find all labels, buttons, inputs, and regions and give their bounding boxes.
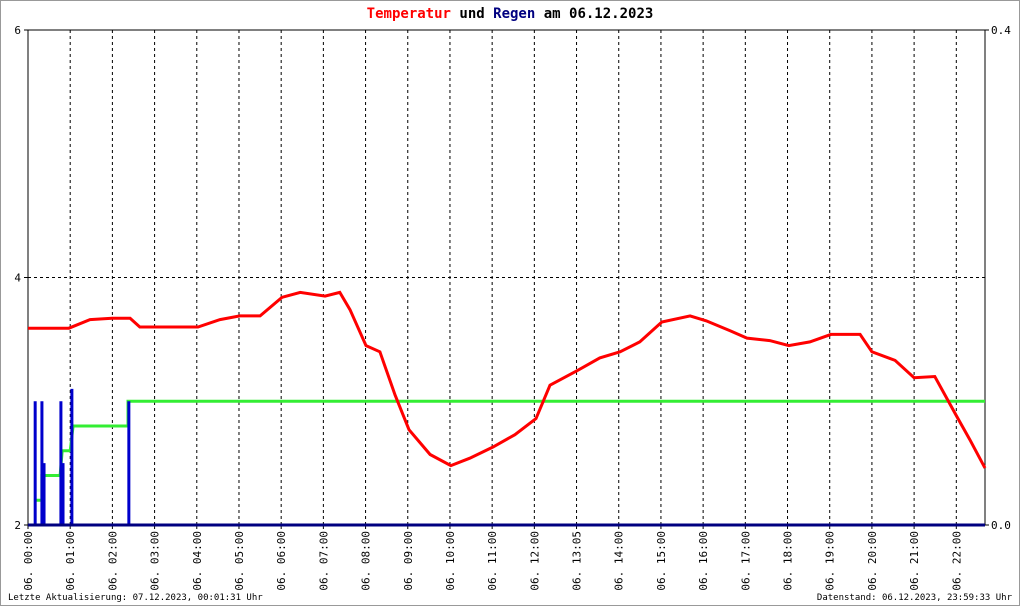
x-tick-label: 06. 07:00 — [317, 531, 330, 591]
x-tick-label: 06. 22:00 — [950, 531, 963, 591]
x-tick-label: 06. 12:00 — [528, 531, 541, 591]
title-rain: Regen — [493, 6, 535, 22]
x-tick-label: 06. 01:00 — [64, 531, 77, 591]
x-tick-label: 06. 09:00 — [402, 531, 415, 591]
x-tick-label: 06. 16:00 — [697, 531, 710, 591]
y2-tick-label: 0.0 — [991, 519, 1011, 532]
x-tick-label: 06. 00:00 — [22, 531, 35, 591]
title-and: und — [459, 6, 484, 22]
x-tick-label: 06. 20:00 — [866, 531, 879, 591]
x-tick-label: 06. 06:00 — [275, 531, 288, 591]
x-tick-label: 06. 02:00 — [106, 531, 119, 591]
x-tick-label: 06. 18:00 — [782, 531, 795, 591]
y-tick-label: 4 — [14, 272, 21, 285]
x-tick-label: 06. 05:00 — [233, 531, 246, 591]
title-temp: Temperatur — [367, 6, 451, 22]
chart-title: Temperatur und Regen am 06.12.2023 — [367, 6, 654, 22]
y-tick-label: 6 — [14, 24, 21, 37]
y-tick-label: 2 — [14, 519, 21, 532]
x-tick-label: 06. 04:00 — [191, 531, 204, 591]
x-tick-label: 06. 14:00 — [613, 531, 626, 591]
x-tick-label: 06. 13:05 — [571, 531, 584, 591]
x-tick-label: 06. 03:00 — [149, 531, 162, 591]
x-tick-label: 06. 21:00 — [908, 531, 921, 591]
y2-tick-label: 0.4 — [991, 24, 1011, 37]
footer-left: Letzte Aktualisierung: 07.12.2023, 00:01… — [8, 593, 263, 603]
footer-right: Datenstand: 06.12.2023, 23:59:33 Uhr — [817, 593, 1013, 603]
x-tick-label: 06. 17:00 — [739, 531, 752, 591]
x-tick-label: 06. 15:00 — [655, 531, 668, 591]
x-tick-label: 06. 10:00 — [444, 531, 457, 591]
series-line — [28, 290, 987, 469]
x-tick-label: 06. 19:00 — [824, 531, 837, 591]
x-tick-label: 06. 08:00 — [360, 531, 373, 591]
x-tick-label: 06. 11:00 — [486, 531, 499, 591]
title-date: am 06.12.2023 — [544, 6, 654, 22]
